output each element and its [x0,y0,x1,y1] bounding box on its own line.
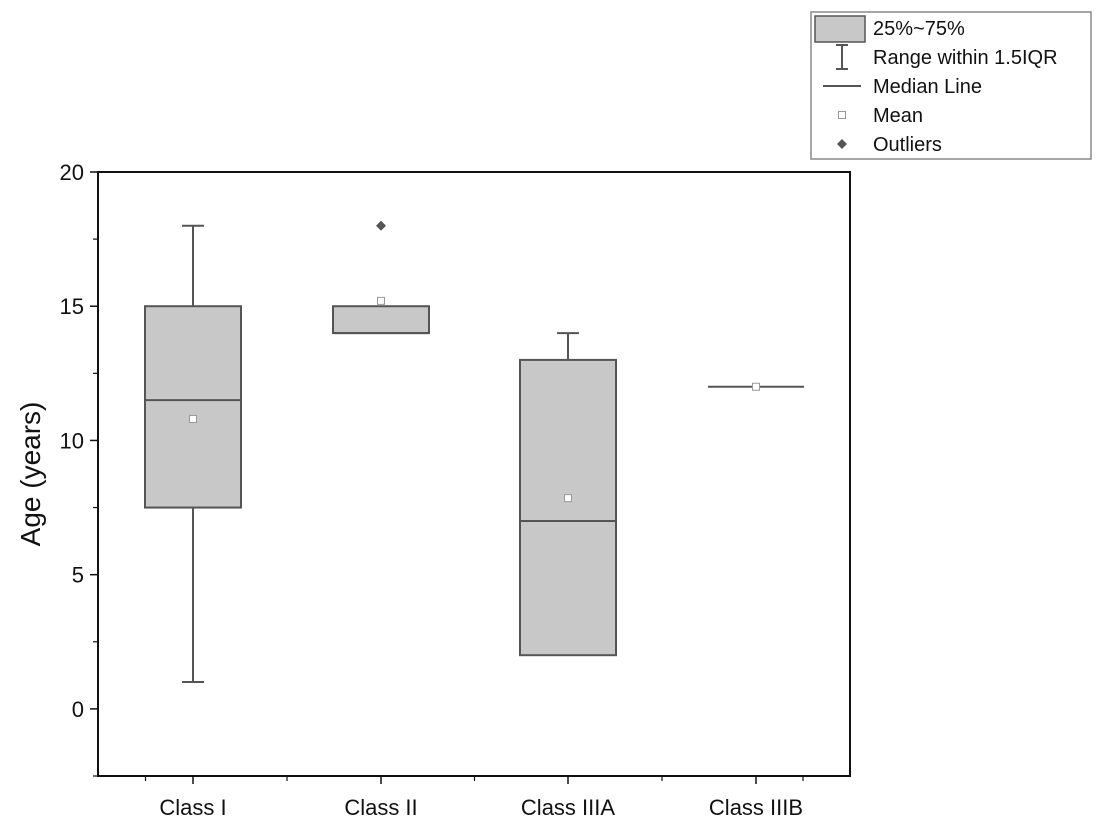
mean-marker [189,414,197,423]
y-tick-label: 5 [72,563,84,588]
mean-marker [564,494,572,503]
legend-item-median: Median Line [823,76,982,98]
legend-item-whisker: Range within 1.5IQR [836,44,1058,70]
legend-mean-swatch [838,111,846,119]
legend-label: Range within 1.5IQR [873,47,1058,69]
legend: 25%~75% Range within 1.5IQR Median Line Mea… [810,11,1092,160]
x-tick-label: Class IIIA [521,795,615,820]
iqr-box [519,358,617,657]
legend-label: Median Line [873,76,982,98]
y-tick-label: 10 [60,428,84,453]
plot-area: 0 5 10 15 20 Class I Class II Class IIIA Class I… [60,160,851,820]
y-axis-title: Age (years) [15,402,46,547]
y-tick-label: 15 [60,294,84,319]
legend-item-mean: Mean [838,105,923,127]
iqr-box [144,305,242,509]
legend-item-box: 25%~75% [814,15,965,43]
legend-outlier-swatch [837,139,847,149]
y-tick-label: 0 [72,697,84,722]
box-class-iiia [519,332,617,657]
legend-label: 25%~75% [873,18,965,40]
box-class-iiib [708,382,804,391]
iqr-box [332,305,430,335]
mean-marker [377,296,385,305]
outlier-marker [376,220,386,231]
mean-marker [752,382,760,391]
box-class-i [144,224,242,684]
x-tick-label: Class IIIB [709,795,803,820]
x-tick-label: Class II [344,795,417,820]
legend-label: Outliers [873,134,942,156]
legend-box-swatch [814,15,866,43]
legend-item-outlier: Outliers [837,134,942,156]
box-class-ii [332,220,430,335]
y-tick-label: 20 [60,160,84,185]
x-tick-label: Class I [159,795,226,820]
legend-label: Mean [873,105,923,127]
